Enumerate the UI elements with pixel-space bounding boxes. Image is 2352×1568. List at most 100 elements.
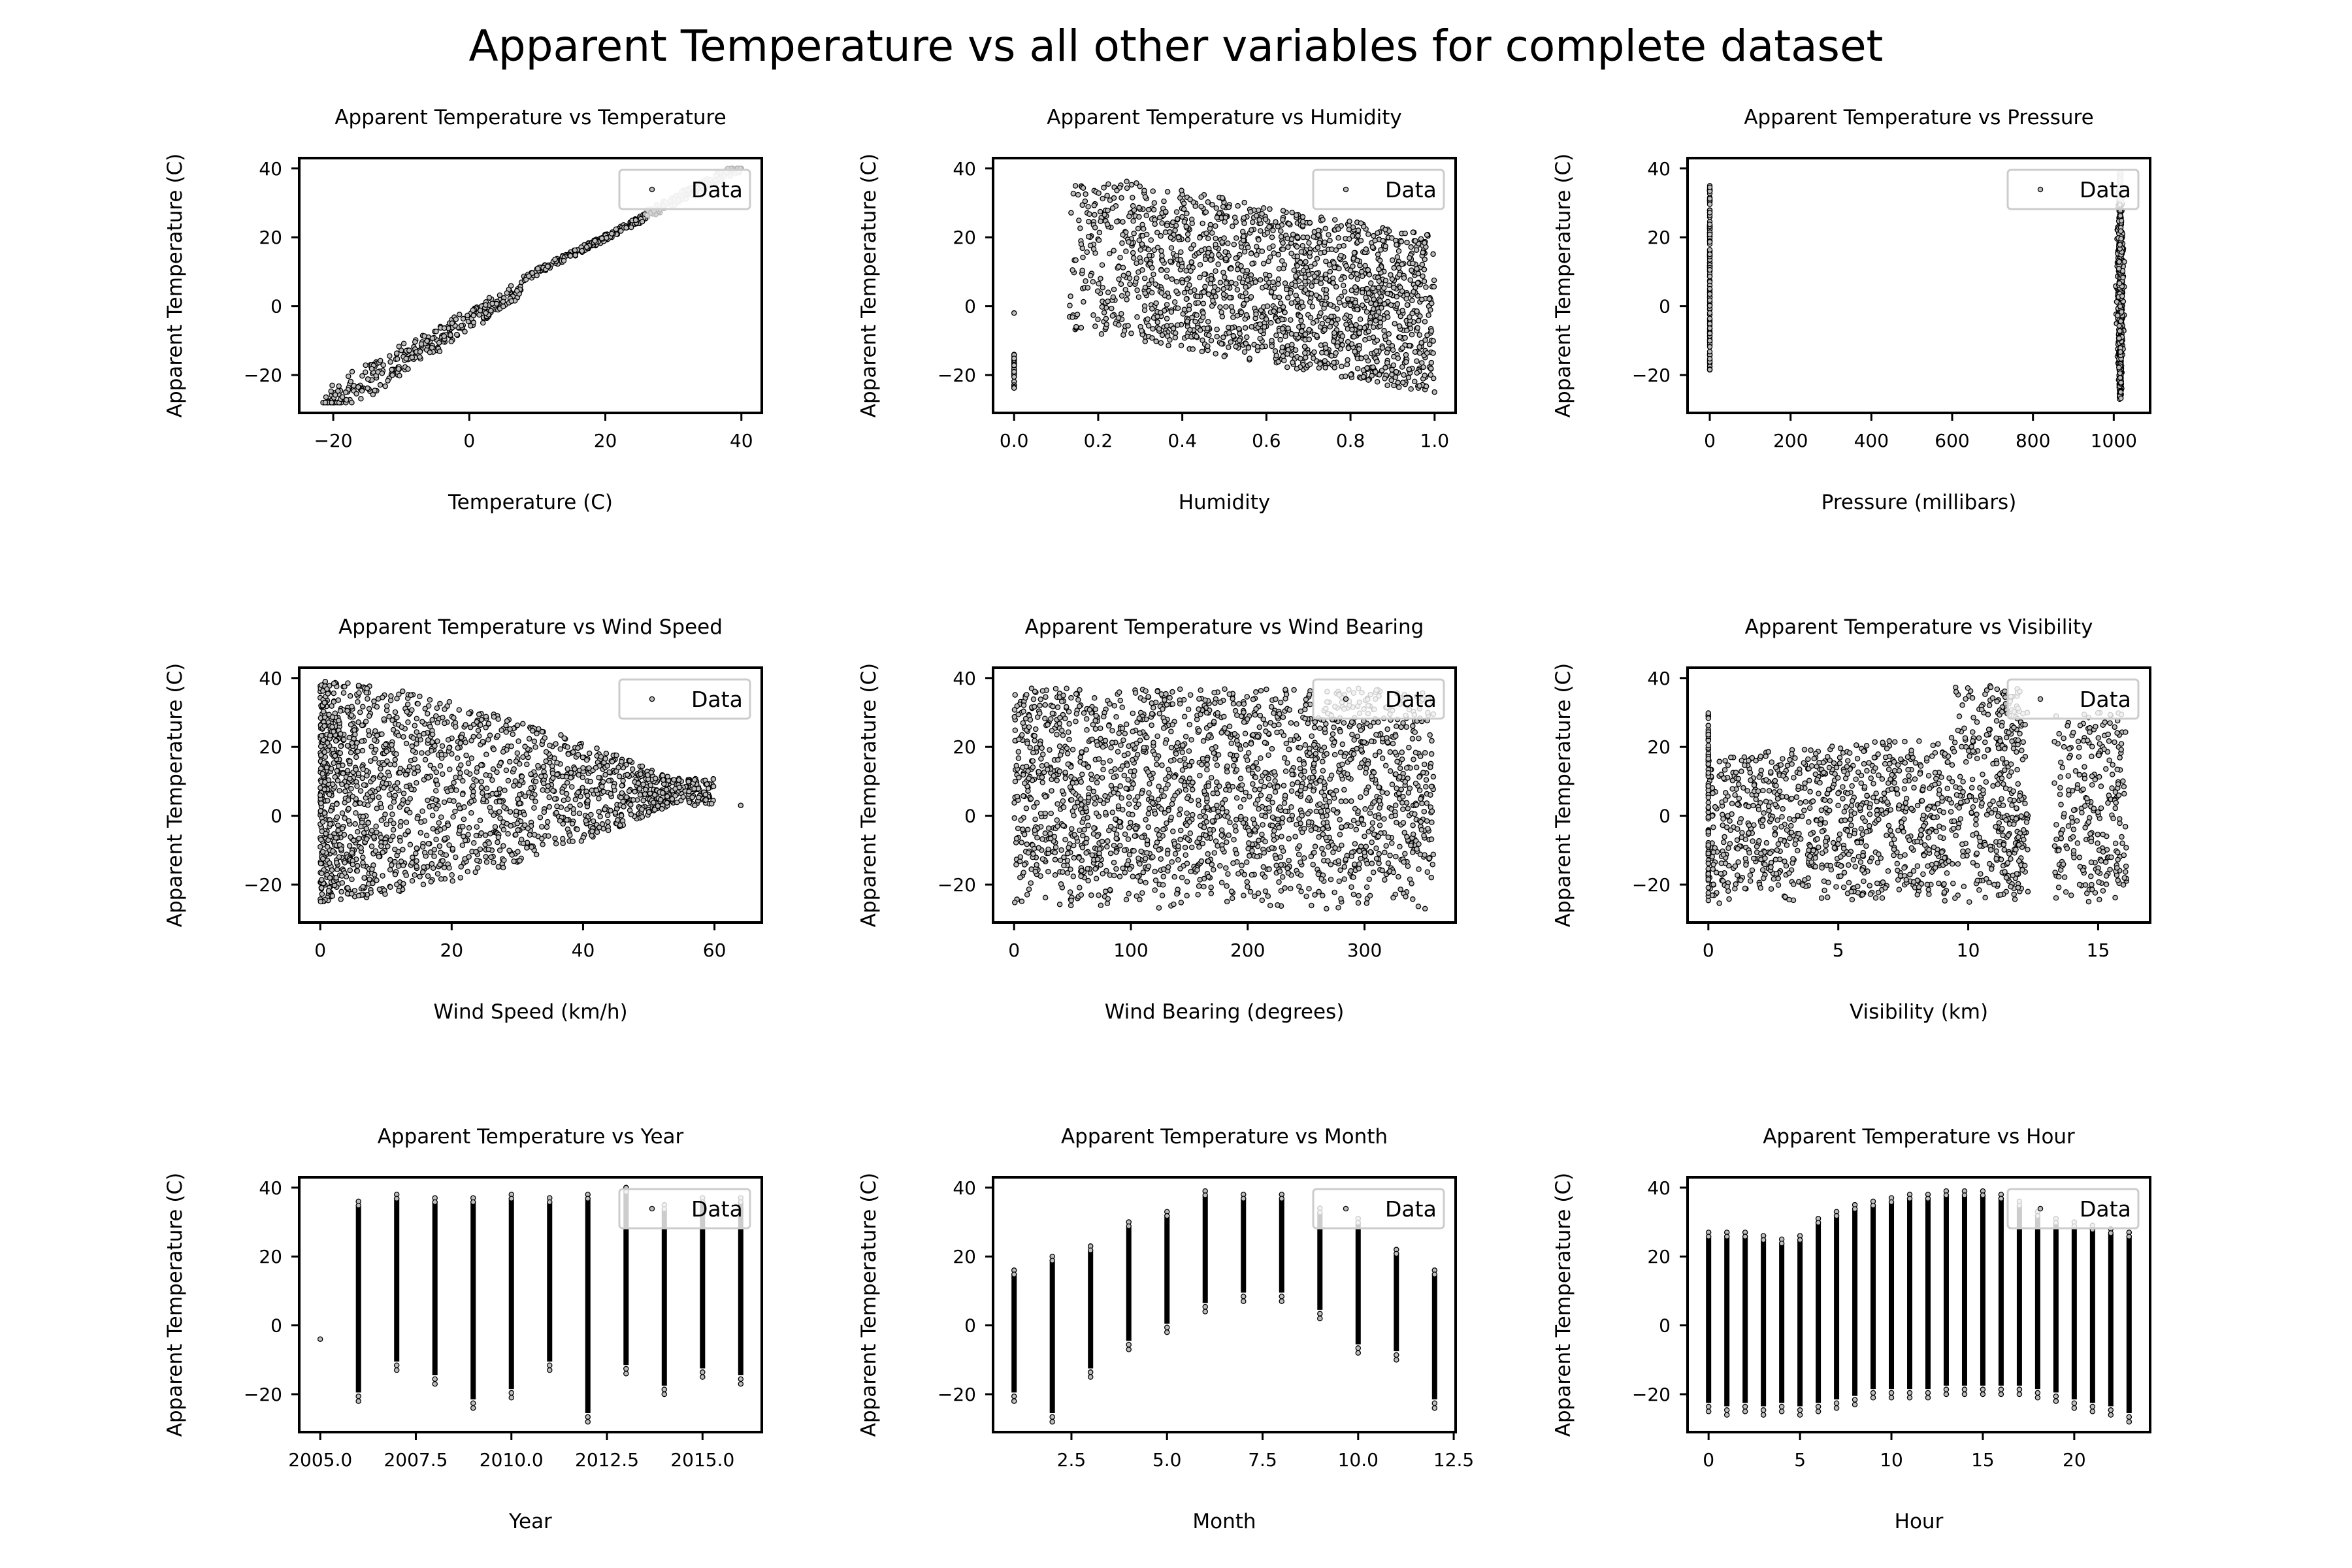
data-point (327, 808, 334, 814)
data-point (351, 727, 357, 733)
data-point (519, 836, 525, 843)
data-point (1277, 300, 1284, 306)
data-point (360, 855, 366, 860)
data-point (379, 731, 385, 737)
data-point (1386, 282, 1392, 289)
data-point (1293, 292, 1299, 299)
data-point (517, 792, 523, 798)
figure-title: Apparent Temperature vs all other variab… (469, 21, 1884, 71)
data-point (391, 799, 397, 805)
data-point (1382, 227, 1388, 233)
data-point (1311, 349, 1317, 355)
data-point (367, 876, 372, 883)
data-point (1370, 335, 1377, 340)
data-point (589, 828, 595, 834)
data-point (1390, 362, 1397, 368)
data-point (1173, 252, 1179, 259)
data-point (357, 709, 363, 715)
data-point (478, 762, 484, 768)
data-point (1198, 194, 1204, 200)
data-point (505, 830, 511, 837)
data-point (1159, 220, 1165, 226)
data-point (1369, 244, 1376, 250)
data-point (461, 804, 467, 810)
data-point (338, 896, 344, 902)
data-point (364, 685, 370, 692)
data-point (437, 826, 444, 833)
subplot-1: Apparent Temperature vs Temperature−20 0 2… (163, 106, 763, 514)
data-point (1409, 267, 1414, 273)
data-point (1126, 239, 1132, 245)
data-point (359, 775, 365, 781)
data-point (1183, 268, 1189, 274)
data-point (387, 353, 393, 359)
data-point (1248, 294, 1254, 300)
data-point (1152, 281, 1158, 287)
data-point (1116, 264, 1122, 270)
data-point (330, 781, 336, 787)
data-point (358, 396, 364, 402)
data-point (1410, 229, 1416, 235)
data-point (1087, 242, 1094, 248)
data-point (1218, 340, 1224, 347)
data-point (357, 800, 363, 806)
data-point (1194, 333, 1200, 340)
data-point (539, 836, 545, 841)
data-point (1092, 323, 1098, 329)
data-point (1707, 367, 1713, 372)
data-point (1230, 223, 1235, 229)
data-point (353, 766, 359, 773)
data-point (605, 827, 612, 834)
legend-frame (2006, 169, 2140, 210)
data-point (388, 693, 394, 699)
data-point (366, 706, 372, 712)
data-point (628, 224, 634, 231)
data-point (1323, 276, 1330, 282)
data-point (1172, 227, 1178, 233)
data-point (1346, 227, 1352, 233)
data-point (1119, 240, 1125, 246)
data-point (1377, 315, 1383, 321)
y-tick-label: −20 (938, 365, 976, 386)
data-point (1306, 327, 1313, 333)
data-point (526, 273, 532, 279)
data-point (1273, 353, 1279, 359)
data-point (1120, 272, 1126, 279)
data-point (1373, 301, 1379, 307)
data-point (1173, 209, 1180, 215)
data-point (352, 821, 358, 827)
data-point (1109, 205, 1116, 211)
data-point (1175, 305, 1181, 311)
data-point (1100, 195, 1105, 202)
data-point (1299, 243, 1306, 249)
data-point (544, 824, 550, 830)
data-point (1130, 195, 1135, 201)
data-point (560, 840, 566, 847)
data-point (445, 737, 451, 743)
data-point (337, 731, 344, 737)
data-point (506, 847, 512, 853)
data-point (1175, 322, 1181, 328)
data-point (1249, 261, 1255, 267)
data-point (1085, 233, 1092, 240)
data-point (1426, 296, 1432, 302)
data-point (1328, 314, 1334, 319)
data-point (1098, 331, 1105, 337)
data-point (618, 228, 624, 234)
data-point (514, 722, 521, 728)
data-point (1408, 386, 1414, 392)
data-point (1170, 219, 1176, 225)
data-point (1403, 296, 1409, 302)
data-point (1170, 325, 1177, 331)
data-point (519, 774, 525, 779)
data-point (433, 713, 439, 719)
data-point (1239, 309, 1245, 316)
data-point (1124, 297, 1130, 302)
data-point (2117, 349, 2123, 355)
data-point (403, 872, 410, 878)
data-point (1298, 355, 1303, 362)
data-point (1126, 275, 1133, 282)
data-point (1398, 238, 1405, 244)
data-point (1249, 227, 1254, 233)
data-point (663, 787, 670, 793)
